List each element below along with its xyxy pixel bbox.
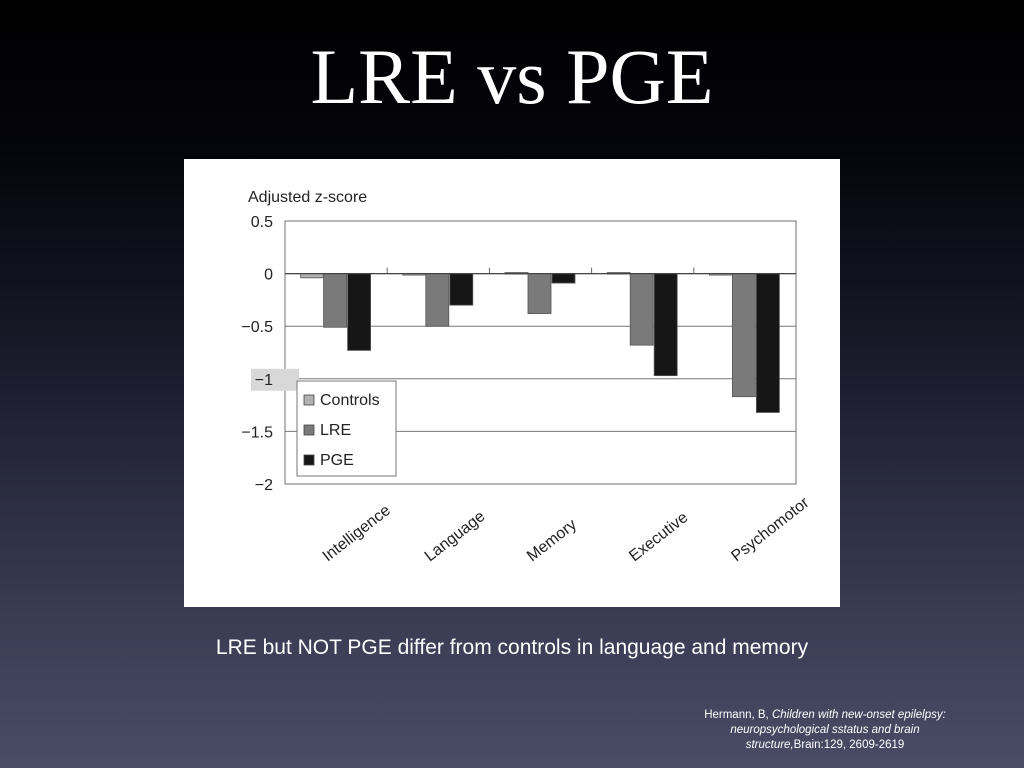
bar-lre-memory bbox=[527, 273, 552, 314]
legend-label-pge: PGE bbox=[320, 452, 354, 469]
legend-label-lre: LRE bbox=[320, 422, 351, 439]
bar-chart: Adjusted z-score 0.5 0 −0.5 −1 −1.5 −2 Intelli… bbox=[241, 189, 813, 565]
legend-swatch-controls bbox=[303, 394, 315, 406]
y-tick-highlight bbox=[251, 368, 299, 391]
legend-swatch-lre bbox=[303, 424, 315, 436]
x-tick-label: Executive bbox=[626, 509, 691, 565]
bar-pge-intelligence bbox=[347, 273, 372, 351]
y-tick-label: −1.5 bbox=[241, 424, 273, 441]
bar-lre-language bbox=[425, 273, 450, 327]
legend-swatch-pge bbox=[303, 454, 315, 466]
y-tick-label: −2 bbox=[255, 477, 273, 494]
bar-controls-intelligence bbox=[300, 273, 324, 279]
legend-label-controls: Controls bbox=[320, 392, 380, 409]
bar-lre-psychomotor bbox=[732, 273, 756, 398]
y-tick-label: 0.5 bbox=[251, 214, 273, 231]
slide-title: LRE vs PGE bbox=[310, 33, 714, 120]
y-tick-label: −0.5 bbox=[241, 319, 273, 336]
chart-panel: Adjusted z-score 0.5 0 −0.5 −1 −1.5 −2 Intelli… bbox=[184, 159, 840, 607]
y-tick-label: 0 bbox=[264, 267, 273, 284]
bar-pge-language bbox=[449, 273, 474, 306]
x-tick-label: Memory bbox=[524, 516, 580, 565]
bar-lre-intelligence bbox=[323, 273, 348, 328]
slide-caption: LRE but NOT PGE differ from controls in … bbox=[215, 636, 809, 659]
bar-pge-psychomotor bbox=[756, 273, 780, 413]
citation-work: Children with new-onset epilelpsy: neuro… bbox=[730, 709, 946, 751]
citation-author: Hermann, B, bbox=[704, 709, 772, 721]
x-tick-label: Psychomotor bbox=[728, 494, 813, 565]
citation-source: Brain:129, 2609-2619 bbox=[793, 739, 905, 751]
x-tick-label: Language bbox=[422, 508, 489, 565]
y-tick-label: −1 bbox=[255, 372, 273, 389]
bar-pge-memory bbox=[551, 273, 576, 284]
bar-lre-executive bbox=[629, 273, 654, 346]
plot-frame bbox=[284, 220, 797, 485]
y-axis-label: Adjusted z-score bbox=[248, 189, 367, 206]
bar-pge-executive bbox=[653, 273, 678, 377]
x-tick-label: Intelligence bbox=[320, 502, 394, 565]
citation: Hermann, B, Children with new-onset epil… bbox=[700, 708, 950, 753]
